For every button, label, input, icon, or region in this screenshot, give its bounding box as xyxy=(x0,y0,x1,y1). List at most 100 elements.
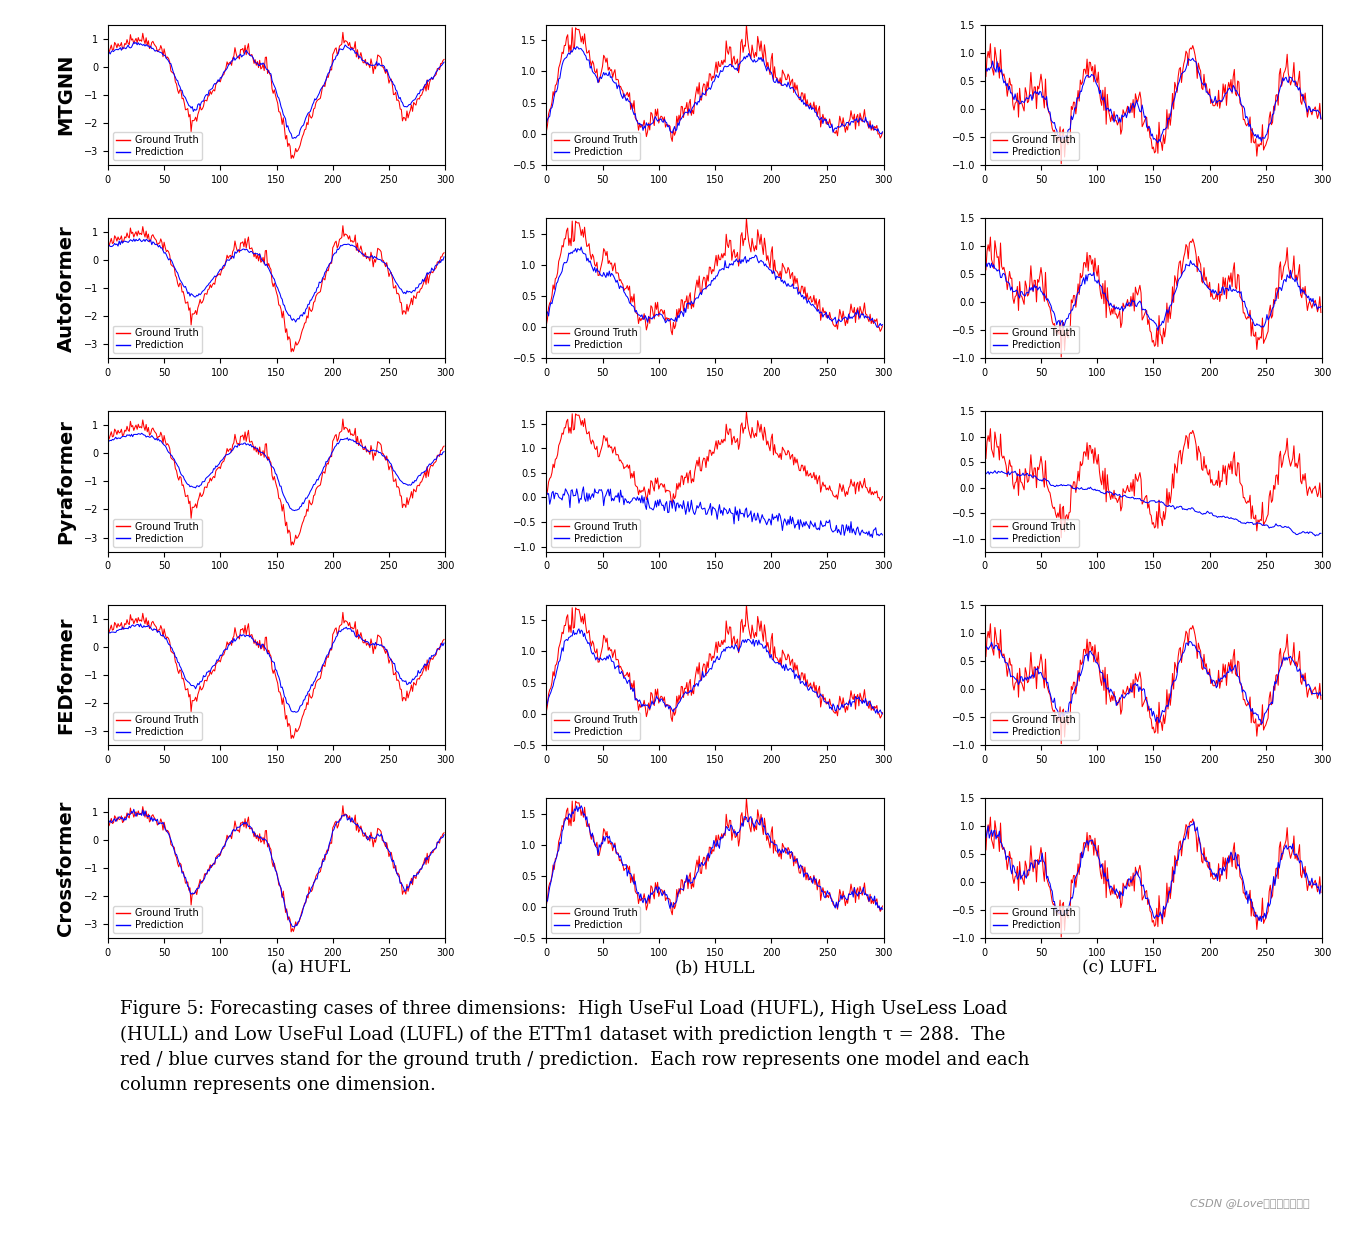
Ground Truth xyxy=(538,489,554,503)
Prediction xyxy=(573,798,590,813)
Ground Truth xyxy=(1313,306,1329,320)
Prediction xyxy=(1283,841,1299,856)
Prediction xyxy=(436,444,452,459)
Ground Truth xyxy=(1313,886,1329,901)
Ground Truth xyxy=(335,412,351,427)
Legend: Ground Truth, Prediction: Ground Truth, Prediction xyxy=(990,132,1079,160)
Ground Truth xyxy=(407,289,424,304)
Ground Truth xyxy=(874,319,890,334)
Ground Truth xyxy=(283,151,299,166)
Ground Truth xyxy=(824,698,840,713)
Ground Truth xyxy=(738,790,754,805)
Prediction xyxy=(1149,323,1166,338)
Ground Truth xyxy=(746,631,762,646)
Prediction xyxy=(978,830,994,845)
Ground Truth xyxy=(1054,156,1070,171)
Prediction xyxy=(978,640,994,654)
Prediction xyxy=(738,635,754,649)
Ground Truth xyxy=(844,113,861,127)
Ground Truth xyxy=(335,25,351,40)
Prediction xyxy=(1183,500,1199,515)
Prediction xyxy=(1178,61,1194,75)
Line: Ground Truth: Ground Truth xyxy=(985,429,1321,538)
Ground Truth xyxy=(1178,818,1194,833)
Ground Truth xyxy=(982,230,998,245)
Legend: Ground Truth, Prediction: Ground Truth, Prediction xyxy=(113,905,202,934)
Prediction xyxy=(745,632,761,647)
Ground Truth xyxy=(301,106,317,121)
Prediction xyxy=(1175,831,1191,846)
Prediction xyxy=(302,484,318,499)
Ground Truth xyxy=(844,886,861,901)
Y-axis label: MTGNN: MTGNN xyxy=(57,54,76,136)
Line: Prediction: Prediction xyxy=(108,809,444,927)
Y-axis label: Pyraformer: Pyraformer xyxy=(57,419,76,544)
Prediction xyxy=(844,884,861,899)
Prediction xyxy=(1175,644,1191,659)
Prediction xyxy=(1182,818,1198,833)
Prediction xyxy=(132,616,148,631)
Prediction xyxy=(844,526,861,541)
Prediction xyxy=(977,62,993,77)
Prediction xyxy=(436,636,452,651)
Ground Truth xyxy=(436,52,452,67)
Prediction xyxy=(844,695,861,710)
Legend: Ground Truth, Prediction: Ground Truth, Prediction xyxy=(552,132,641,160)
Line: Prediction: Prediction xyxy=(985,642,1321,724)
Legend: Ground Truth, Prediction: Ground Truth, Prediction xyxy=(552,713,641,740)
Prediction xyxy=(301,105,317,120)
Ground Truth xyxy=(540,484,556,499)
Ground Truth xyxy=(386,281,402,296)
Ground Truth xyxy=(746,824,762,839)
Ground Truth xyxy=(1184,811,1201,826)
Ground Truth xyxy=(1179,626,1195,641)
Prediction xyxy=(540,695,556,710)
Prediction xyxy=(386,656,402,670)
Prediction xyxy=(739,49,755,64)
Prediction xyxy=(1283,71,1299,85)
Ground Truth xyxy=(739,32,755,47)
Ground Truth xyxy=(824,119,840,134)
Prediction xyxy=(1313,526,1329,541)
Ground Truth xyxy=(1263,298,1279,313)
Prediction xyxy=(1307,528,1323,543)
Line: Prediction: Prediction xyxy=(546,247,882,327)
Ground Truth xyxy=(283,538,299,553)
Prediction xyxy=(540,304,556,319)
Prediction xyxy=(540,113,556,127)
Ground Truth xyxy=(741,814,757,829)
Ground Truth xyxy=(299,891,316,905)
Ground Truth xyxy=(664,328,680,343)
Prediction xyxy=(286,131,302,146)
Prediction xyxy=(301,486,317,501)
Prediction xyxy=(1176,262,1193,277)
Ground Truth xyxy=(299,503,316,518)
Prediction xyxy=(134,426,150,440)
Ground Truth xyxy=(1283,846,1299,861)
Prediction xyxy=(301,684,317,699)
Prediction xyxy=(977,468,993,482)
Ground Truth xyxy=(874,705,890,720)
Prediction xyxy=(301,297,317,312)
Prediction xyxy=(874,125,890,140)
Prediction xyxy=(1313,299,1329,314)
Prediction xyxy=(1263,896,1279,910)
Ground Truth xyxy=(738,404,754,419)
Prediction xyxy=(977,257,993,272)
Line: Ground Truth: Ground Truth xyxy=(108,225,444,351)
Prediction xyxy=(308,93,324,108)
Ground Truth xyxy=(741,422,757,437)
Ground Truth xyxy=(977,442,993,456)
Y-axis label: Crossformer: Crossformer xyxy=(57,800,76,936)
Ground Truth xyxy=(1179,430,1195,445)
Prediction xyxy=(308,285,324,299)
Prediction xyxy=(301,886,317,901)
Ground Truth xyxy=(1054,736,1070,751)
Ground Truth xyxy=(1179,239,1195,254)
Ground Truth xyxy=(1283,455,1299,470)
Ground Truth xyxy=(978,649,994,664)
Line: Ground Truth: Ground Truth xyxy=(985,43,1321,163)
Line: Ground Truth: Ground Truth xyxy=(546,25,882,141)
Prediction xyxy=(100,45,116,59)
Ground Truth xyxy=(436,245,452,260)
